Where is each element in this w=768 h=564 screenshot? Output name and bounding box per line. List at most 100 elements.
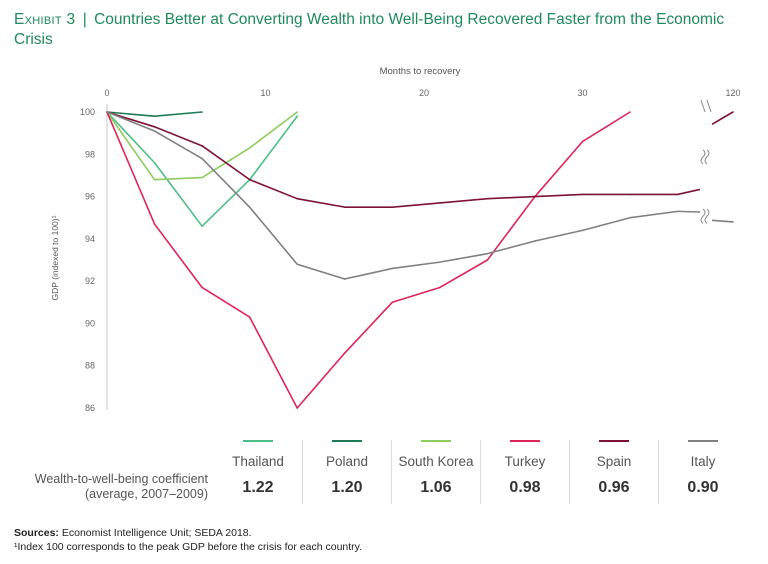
data-point-spain	[581, 193, 584, 196]
y-tick-label: 96	[85, 192, 95, 202]
data-point-turkey	[486, 259, 489, 261]
legend-swatch	[688, 440, 718, 442]
data-point-spain	[153, 126, 156, 128]
series-line-spain-to-break	[677, 188, 701, 196]
title-separator: |	[82, 11, 87, 28]
series-break-mark-spain	[700, 149, 710, 165]
x-tick-label: 30	[577, 88, 587, 98]
note-text: Index 100 corresponds to the peak GDP be…	[17, 541, 363, 553]
y-tick-label: 88	[85, 361, 95, 371]
series-line-italy-to-break	[677, 210, 701, 213]
data-point-poland	[201, 111, 203, 113]
exhibit-number: Exhibit 3	[14, 11, 76, 28]
y-tick-label: 92	[85, 276, 95, 286]
legend-item-south-korea: South Korea 1.06	[392, 440, 480, 497]
data-point-turkey	[296, 407, 299, 409]
data-point-spain	[391, 206, 394, 208]
data-point-italy	[581, 229, 584, 232]
y-tick-label: 100	[80, 107, 95, 117]
axis-ticks: 100 98 96 94 92 90 88 86 0 10 20 30 120	[80, 88, 741, 413]
y-tick-label: 86	[85, 403, 95, 413]
line-chart: 100 98 96 94 92 90 88 86 0 10 20 30 120 Months to re…	[50, 66, 741, 413]
legend-item-thailand: Thailand 1.22	[214, 440, 302, 497]
x-tick-label: 10	[260, 88, 270, 98]
legend-name: Poland	[325, 454, 369, 469]
legend-coefficient: 1.22	[242, 479, 274, 496]
data-point-italy	[534, 240, 536, 242]
data-point-poland	[153, 115, 156, 118]
legend-divider	[569, 440, 570, 504]
data-point-turkey	[248, 316, 251, 318]
data-point-italy	[248, 206, 251, 208]
data-point-turkey	[391, 301, 394, 304]
legend-swatch	[243, 440, 273, 442]
data-point-south-korea	[153, 178, 156, 181]
data-point-spain	[296, 197, 299, 200]
legend-swatch	[510, 440, 540, 442]
x-tick-label: 0	[104, 88, 109, 98]
legend-divider	[391, 440, 392, 504]
chart-title: Countries Better at Converting Wealth in…	[14, 11, 725, 48]
data-point-italy	[343, 278, 346, 280]
legend-item-turkey: Turkey 0.98	[481, 440, 569, 497]
x-tick-label: 120	[725, 88, 740, 98]
axis-break-marks	[700, 99, 712, 113]
legend-name: South Korea	[398, 454, 474, 469]
data-point-spain	[629, 193, 631, 196]
data-point-spain	[534, 195, 536, 198]
data-point-italy	[153, 130, 156, 132]
data-point-south-korea	[201, 176, 203, 179]
data-point-italy	[391, 267, 394, 270]
legend-item-spain: Spain 0.96	[570, 440, 658, 497]
series-lines	[106, 111, 734, 409]
coefficient-label-line2: (average, 2007–2009)	[84, 487, 208, 501]
series-line-italy	[106, 111, 678, 280]
legend-item-italy: Italy 0.90	[659, 440, 747, 497]
data-point-turkey	[201, 286, 203, 289]
data-point-spain	[248, 178, 251, 181]
legend-swatch	[421, 440, 451, 442]
series-line-italy-after-break	[711, 219, 734, 223]
coefficient-label: Wealth-to-well-being coefficient (averag…	[14, 472, 208, 502]
footer: Sources: Economist Intelligence Unit; SE…	[14, 526, 754, 554]
data-point-spain	[732, 111, 734, 113]
coefficient-label-line1: Wealth-to-well-being coefficient	[34, 472, 208, 486]
legend-swatch	[332, 440, 362, 442]
data-point-turkey	[153, 223, 156, 225]
data-point-italy	[629, 216, 631, 219]
series-line-turkey	[106, 111, 631, 409]
axis-break-slash	[700, 99, 706, 113]
data-point-thailand	[296, 115, 299, 118]
axis-break-slash	[706, 99, 712, 113]
series-break-mark-italy	[700, 208, 710, 224]
legend-name: Spain	[596, 454, 632, 469]
note-mark: ¹	[14, 541, 18, 553]
index-note: ¹Index 100 corresponds to the peak GDP b…	[14, 540, 754, 554]
data-point-spain	[343, 206, 346, 208]
legend-name: Turkey	[504, 454, 546, 469]
data-point-south-korea	[248, 147, 251, 149]
x-tick-label: 20	[419, 88, 429, 98]
data-point-turkey	[439, 286, 441, 289]
y-tick-label: 98	[85, 149, 95, 159]
data-point-thailand	[201, 225, 203, 227]
data-point-turkey	[343, 352, 346, 354]
legend-coefficient: 1.20	[331, 479, 363, 496]
sources-text: Economist Intelligence Unit; SEDA 2018.	[61, 527, 252, 539]
data-point-spain	[439, 202, 441, 204]
legend-divider	[302, 440, 303, 504]
sources-line: Sources: Economist Intelligence Unit; SE…	[14, 526, 754, 540]
legend-divider	[658, 440, 659, 504]
legend-coefficient: 0.90	[687, 479, 719, 496]
legend-swatch	[599, 440, 629, 442]
legend-coefficient: 0.96	[598, 479, 630, 496]
legend-divider	[480, 440, 481, 504]
series-line-spain	[106, 111, 678, 208]
legend-name: Italy	[690, 454, 716, 469]
x-axis-label: Months to recovery	[380, 66, 461, 77]
data-point-turkey	[629, 111, 631, 113]
series-line-spain-after-break	[711, 111, 734, 126]
legend-name: Thailand	[232, 454, 284, 469]
series-line-thailand	[106, 111, 298, 227]
data-point-thailand	[153, 161, 156, 164]
